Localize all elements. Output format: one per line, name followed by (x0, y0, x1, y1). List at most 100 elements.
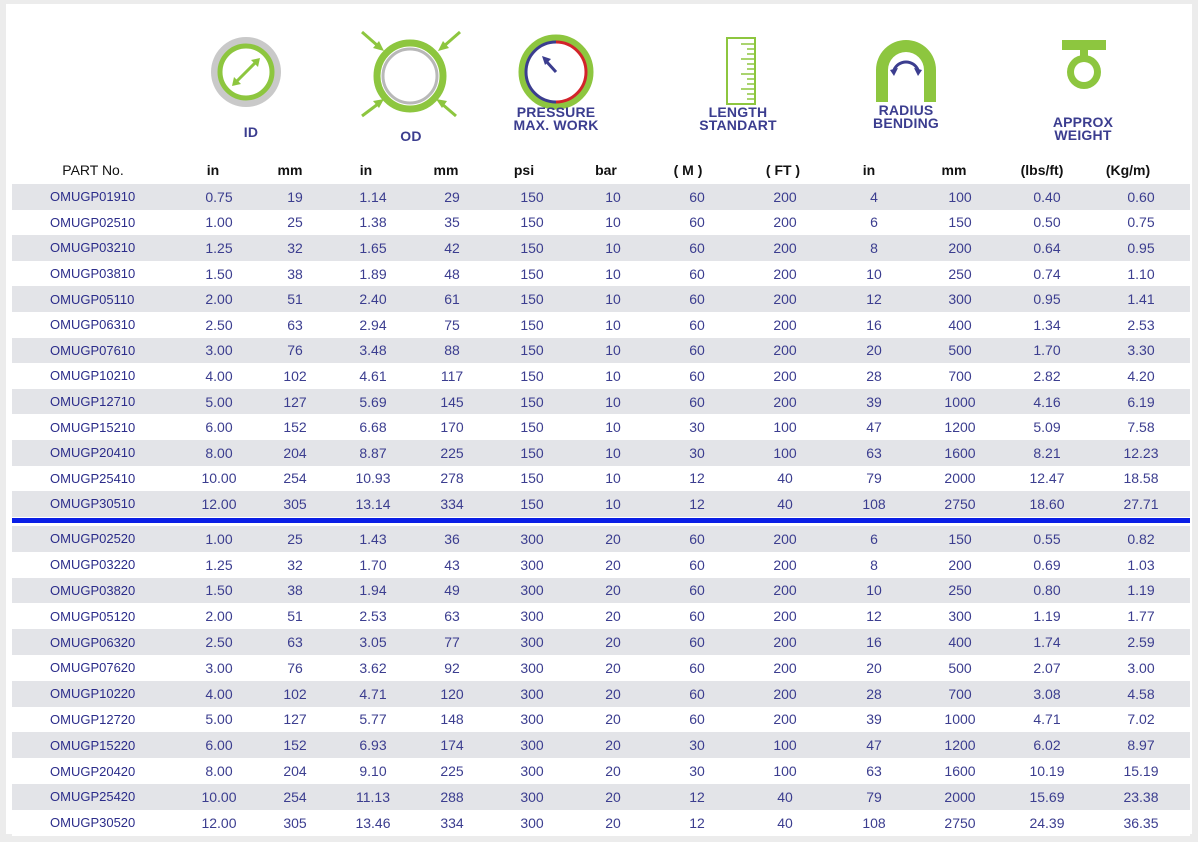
radius-mm-cell: 700 (918, 680, 1002, 707)
weight-lbs-ft-cell: 18.60 (1002, 491, 1092, 517)
table-row: OMUGP20420 8.00 204 9.10 225 300 20 30 100 63 1600… (12, 758, 1190, 784)
header-pressure-line1: PRESSURE (516, 104, 596, 120)
table-row: OMUGP15220 6.00 152 6.93 174 300 20 30 100 47 1200… (12, 732, 1190, 759)
pressure-psi-cell: 150 (492, 388, 572, 415)
table-row: OMUGP20410 8.00 204 8.87 225 150 10 30 100 63 1600… (12, 439, 1190, 466)
spec-table-150psi: OMUGP01910 0.75 19 1.14 29 150 10 60 200 4 100 0.40… (12, 184, 1190, 517)
radius-in-cell: 20 (830, 337, 918, 364)
pressure-bar-cell: 10 (572, 260, 654, 287)
pressure-bar-cell: 20 (572, 809, 654, 836)
length-m-cell: 60 (654, 680, 740, 707)
id-in-cell: 4.00 (182, 363, 256, 389)
table-row: OMUGP07620 3.00 76 3.62 92 300 20 60 200 20 500 2.0… (12, 654, 1190, 681)
length-ft-cell: 200 (740, 235, 830, 261)
weight-lbs-ft-cell: 0.40 (1002, 184, 1092, 210)
part-number-cell: OMUGP20410 (12, 439, 182, 466)
radius-in-cell: 16 (830, 629, 918, 655)
od-mm-cell: 334 (412, 491, 492, 517)
radius-in-cell: 63 (830, 758, 918, 784)
length-ft-cell: 100 (740, 758, 830, 784)
od-mm-cell: 61 (412, 286, 492, 312)
weight-kg-m-cell: 0.60 (1092, 184, 1190, 210)
table-row: OMUGP03210 1.25 32 1.65 42 150 10 60 200 8 200 0.64… (12, 235, 1190, 261)
radius-mm-cell: 500 (918, 654, 1002, 681)
id-mm-cell: 76 (256, 337, 334, 364)
weight-lbs-ft-cell: 8.21 (1002, 439, 1092, 466)
pressure-bar-cell: 20 (572, 680, 654, 707)
radius-in-cell: 63 (830, 439, 918, 466)
length-m-cell: 60 (654, 311, 740, 338)
od-in-cell: 11.13 (334, 783, 412, 810)
header-pressure: PRESSURE MAX. WORK (496, 104, 616, 133)
id-in-cell: 2.50 (182, 629, 256, 655)
pressure-bar-cell: 20 (572, 706, 654, 733)
id-in-cell: 2.50 (182, 311, 256, 338)
length-m-cell: 60 (654, 551, 740, 578)
table-row: OMUGP15210 6.00 152 6.68 170 150 10 30 100 47 1200… (12, 414, 1190, 440)
id-in-cell: 0.75 (182, 184, 256, 210)
radius-mm-cell: 400 (918, 311, 1002, 338)
length-m-cell: 60 (654, 706, 740, 733)
weight-lbs-ft-cell: 1.34 (1002, 311, 1092, 338)
pressure-psi-cell: 300 (492, 783, 572, 810)
od-in-cell: 1.94 (334, 577, 412, 604)
od-in-cell: 1.38 (334, 209, 412, 236)
od-in-cell: 2.53 (334, 603, 412, 630)
weight-lbs-ft-cell: 4.16 (1002, 388, 1092, 415)
pressure-bar-cell: 10 (572, 337, 654, 364)
unit-bar: bar (595, 162, 617, 178)
id-mm-cell: 127 (256, 388, 334, 415)
unit-rad-mm: mm (941, 162, 967, 178)
unit-part-no: PART No. (62, 162, 124, 178)
length-m-cell: 60 (654, 654, 740, 681)
unit-od-mm: mm (433, 162, 459, 178)
radius-mm-cell: 1000 (918, 388, 1002, 415)
length-ft-cell: 100 (740, 439, 830, 466)
od-in-cell: 1.65 (334, 235, 412, 261)
id-in-cell: 2.00 (182, 603, 256, 630)
od-in-cell: 2.94 (334, 311, 412, 338)
id-mm-cell: 51 (256, 603, 334, 630)
part-number-cell: OMUGP12720 (12, 706, 182, 733)
pressure-psi-cell: 300 (492, 732, 572, 759)
id-mm-cell: 25 (256, 209, 334, 236)
table-row: OMUGP05120 2.00 51 2.53 63 300 20 60 200 12 300 1.1… (12, 603, 1190, 630)
id-mm-cell: 19 (256, 184, 334, 210)
od-in-cell: 1.70 (334, 551, 412, 578)
weight-kg-m-cell: 8.97 (1092, 732, 1190, 759)
id-in-cell: 2.00 (182, 286, 256, 312)
radius-mm-cell: 1200 (918, 414, 1002, 440)
weight-kg-m-cell: 2.59 (1092, 629, 1190, 655)
od-in-cell: 1.43 (334, 526, 412, 552)
part-number-cell: OMUGP02520 (12, 526, 182, 552)
part-number-cell: OMUGP20420 (12, 758, 182, 784)
table-row: OMUGP03810 1.50 38 1.89 48 150 10 60 200 10 250 0.7… (12, 260, 1190, 287)
radius-mm-cell: 250 (918, 577, 1002, 604)
part-number-cell: OMUGP10220 (12, 680, 182, 707)
weight-kg-m-cell: 3.30 (1092, 337, 1190, 364)
od-mm-cell: 174 (412, 732, 492, 759)
header-length-line2: STANDART (699, 117, 777, 133)
radius-in-cell: 12 (830, 286, 918, 312)
od-mm-cell: 145 (412, 388, 492, 415)
part-number-cell: OMUGP06310 (12, 311, 182, 338)
radius-mm-cell: 400 (918, 629, 1002, 655)
table-row: OMUGP12710 5.00 127 5.69 145 150 10 60 200 39 1000… (12, 388, 1190, 415)
length-ft-cell: 200 (740, 337, 830, 364)
weight-kg-m-cell: 23.38 (1092, 783, 1190, 810)
radius-in-cell: 79 (830, 783, 918, 810)
length-m-cell: 60 (654, 603, 740, 630)
table-row: OMUGP25420 10.00 254 11.13 288 300 20 12 40 79 200… (12, 783, 1190, 810)
header-pressure-line2: MAX. WORK (513, 117, 599, 133)
radius-mm-cell: 150 (918, 526, 1002, 552)
od-mm-cell: 49 (412, 577, 492, 604)
header-weight-line1: APPROX (1052, 114, 1114, 130)
radius-mm-cell: 1600 (918, 758, 1002, 784)
od-mm-cell: 278 (412, 465, 492, 492)
weight-kg-m-cell: 0.82 (1092, 526, 1190, 552)
id-mm-cell: 254 (256, 465, 334, 492)
pressure-bar-cell: 10 (572, 235, 654, 261)
pressure-bar-cell: 20 (572, 629, 654, 655)
weight-lbs-ft-cell: 3.08 (1002, 680, 1092, 707)
part-number-cell: OMUGP25420 (12, 783, 182, 810)
